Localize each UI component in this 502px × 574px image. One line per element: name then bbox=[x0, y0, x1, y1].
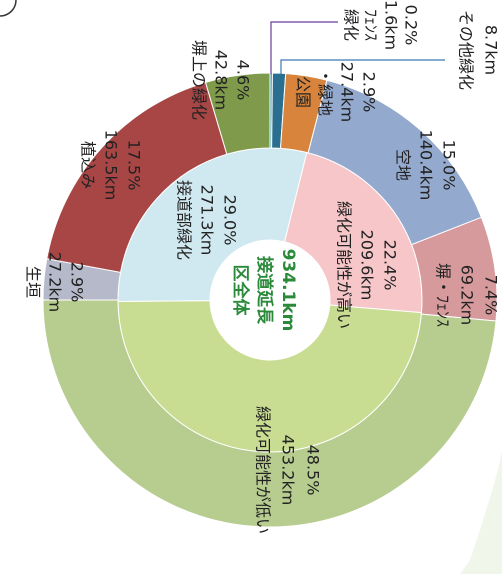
segment-label: 空地 bbox=[394, 149, 413, 181]
leaf-decoration bbox=[460, 450, 502, 574]
segment-label: 塀・ﾌｪﾝｽ bbox=[434, 263, 453, 327]
segment-label: 15.0% bbox=[440, 140, 459, 191]
segment-label: 7.4% bbox=[482, 275, 501, 316]
segment-label: 22.4% bbox=[381, 240, 400, 291]
segment-label: 接道部緑化 bbox=[175, 180, 194, 260]
segment-label: 4.6% bbox=[234, 60, 253, 101]
center-label: 接道延長 bbox=[254, 256, 275, 325]
segment-label: 42.8km bbox=[212, 50, 231, 110]
segment-label: 塀上の緑化 bbox=[190, 40, 209, 120]
segment-label: 140.4km bbox=[417, 130, 436, 201]
center-label: 934.1km bbox=[278, 249, 298, 332]
segment-label: 27.2km bbox=[46, 252, 65, 312]
segment-label: 8.7km bbox=[482, 25, 501, 75]
segment-label: 271.3km bbox=[198, 185, 217, 256]
segment-label: 2.9% bbox=[68, 262, 87, 303]
segment-label: 緑化 bbox=[342, 9, 361, 41]
segment-label: 209.6km bbox=[358, 230, 377, 301]
center-label: 区全体 bbox=[230, 265, 251, 317]
segment-label: 植込み bbox=[79, 141, 98, 189]
segment-label: 69.2km bbox=[458, 265, 477, 325]
segment-label: ﾌｪﾝｽ bbox=[362, 9, 381, 41]
segment-label: 453.2km bbox=[279, 435, 298, 506]
segment-label: 生垣 bbox=[24, 266, 43, 298]
segment-label: 2.9% bbox=[360, 72, 379, 113]
segment-label: ・緑地 bbox=[316, 68, 335, 116]
segment-label: 緑化可能性が低い bbox=[254, 406, 273, 534]
segment-label: 29.0% bbox=[221, 195, 240, 246]
segment-label: 163.5km bbox=[102, 130, 121, 201]
segment-label: 1.6km bbox=[382, 0, 401, 50]
segment-label: その他緑化 bbox=[457, 10, 476, 90]
segment-label: 公園 bbox=[294, 76, 313, 108]
chart: 緑化可能性が高い209.6km22.4% 接道部緑化271.3km29.0% 緑化ﾌ… bbox=[0, 0, 502, 574]
segment-label: 48.5% bbox=[304, 445, 323, 496]
segment-label: 緑化可能性が高い bbox=[335, 201, 354, 329]
segment-label: 17.5% bbox=[125, 140, 144, 191]
segment-label: 0.2% bbox=[402, 5, 421, 46]
decoration bbox=[0, 0, 16, 16]
segment-label: 27.4km bbox=[338, 62, 357, 122]
